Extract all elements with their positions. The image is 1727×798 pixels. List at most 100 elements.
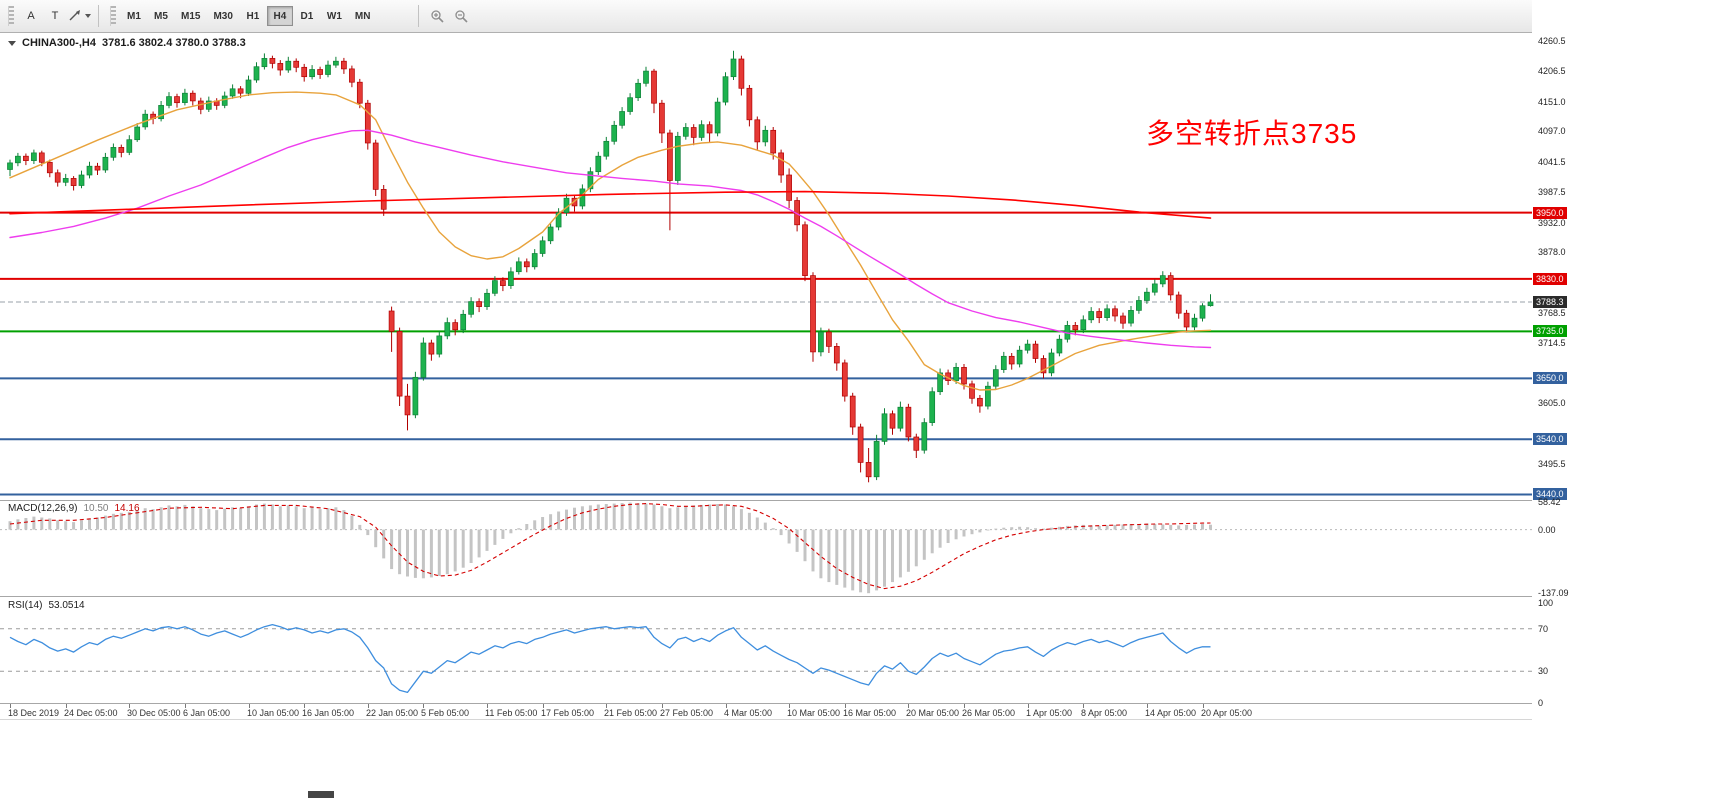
time-axis-label: 24 Dec 05:00 [64,708,118,718]
time-axis-tick [845,704,846,708]
candlestick-chart[interactable] [0,33,1532,500]
time-axis-tick [662,704,663,708]
text-tool-button[interactable]: T [43,5,67,27]
timeframe-button-h1[interactable]: H1 [240,6,266,26]
time-axis-label: 30 Dec 05:00 [127,708,181,718]
time-axis-label: 26 Mar 05:00 [962,708,1016,718]
timeframe-button-d1[interactable]: D1 [294,6,320,26]
hline-price-tag: 3950.0 [1533,206,1567,219]
time-axis-tick [1147,704,1148,708]
time-axis-label: 20 Mar 05:00 [906,708,960,718]
price-axis-label: 3605.0 [1538,398,1566,409]
time-axis-label: 17 Feb 05:00 [541,708,595,718]
price-axis-label: 4260.5 [1538,36,1566,46]
timeframe-group: M1 M5 M15 M30 H1 H4 D1 W1 MN [121,6,376,26]
macd-main-value: 10.50 [83,503,109,514]
toolbar-grip[interactable] [8,6,14,26]
time-axis-tick [964,704,965,708]
timeframe-button-w1[interactable]: W1 [321,6,348,26]
rsi-label: RSI(14) 53.0514 [8,600,85,611]
chevron-down-icon [85,14,91,18]
time-axis-tick [1203,704,1204,708]
zoom-out-button[interactable] [449,5,473,27]
time-axis-label: 10 Jan 05:00 [247,708,300,718]
chart-symbol-label: CHINA300-,H4 [22,37,96,49]
time-axis-label: 5 Feb 05:00 [421,708,470,718]
timeframe-button-m15[interactable]: M15 [175,6,206,26]
hline-price-tag: 3650.0 [1533,372,1567,385]
rsi-axis-label: 30 [1538,666,1549,677]
time-axis-label: 10 Mar 05:00 [787,708,841,718]
timeframe-button-m30[interactable]: M30 [207,6,238,26]
time-axis-tick [129,704,130,708]
price-axis-label: 4041.5 [1538,157,1566,168]
timeframe-button-h4[interactable]: H4 [266,6,293,26]
draw-tool-button[interactable] [67,5,92,27]
time-axis-label: 4 Mar 05:00 [724,708,773,718]
price-axis[interactable]: 4260.5 4206.5 4151.0 4097.0 4041.5 3987.5 3932… [1532,0,1727,798]
time-axis-tick [606,704,607,708]
hline-price-tag: 3735.0 [1533,325,1567,338]
time-axis-label: 18 Dec 2019 [8,708,60,718]
arrow-tool-button[interactable]: A [19,5,43,27]
price-axis-label: 4151.0 [1538,96,1566,107]
time-axis-label: 20 Apr 05:00 [1201,708,1253,718]
time-axis-tick [10,704,11,708]
zoom-out-icon [454,9,469,23]
time-axis-tick [1028,704,1029,708]
timeframe-button-m1[interactable]: M1 [121,6,147,26]
time-axis-tick [789,704,790,708]
time-axis-label: 21 Feb 05:00 [604,708,658,718]
taskbar-peek-strip [308,791,334,798]
time-axis-label: 8 Apr 05:00 [1081,708,1128,718]
rsi-axis-label: 70 [1538,623,1549,634]
hline-price-tag: 3540.0 [1533,433,1567,446]
rsi-name: RSI(14) [8,600,43,611]
time-axis-tick [368,704,369,708]
timeframe-button-m5[interactable]: M5 [148,6,174,26]
chart-ohlc-values: 3781.6 3802.4 3780.0 3788.3 [101,37,246,49]
time-axis[interactable]: 18 Dec 2019 24 Dec 05:00 30 Dec 05:00 6 Jan… [0,704,1532,719]
macd-panel-separator[interactable] [0,500,1727,501]
macd-name: MACD(12,26,9) [8,503,78,514]
rsi-indicator-panel[interactable] [0,597,1532,703]
price-axis-label: 4097.0 [1538,126,1566,137]
symbol-dropdown-icon[interactable] [8,40,16,46]
time-axis-tick [304,704,305,708]
time-axis-tick [908,704,909,708]
time-axis-label: 6 Jan 05:00 [183,708,231,718]
time-axis-label: 11 Feb 05:00 [485,708,538,718]
time-axis-tick [66,704,67,708]
rsi-axis-label: 100 [1538,598,1554,608]
zoom-in-icon [430,9,445,23]
rsi-value: 53.0514 [48,600,85,611]
toolbar-separator [98,5,99,27]
current-price-tag: 3788.3 [1533,295,1567,308]
macd-axis-label: -137.09 [1538,588,1569,599]
price-axis-label: 3495.5 [1538,458,1566,469]
price-axis-label: 3878.0 [1538,247,1566,258]
toolbar-separator [418,5,420,27]
rsi-panel-separator[interactable] [0,596,1727,597]
macd-axis-label: 0.00 [1538,524,1556,535]
trendline-icon [68,9,82,23]
macd-signal-value: 14.16 [114,503,140,514]
time-axis-tick [487,704,488,708]
zoom-in-button[interactable] [425,5,449,27]
time-axis-tick [185,704,186,708]
window-bottom-edge [0,719,1727,720]
price-axis-label: 4206.5 [1538,65,1566,76]
price-axis-label: 3987.5 [1538,186,1566,197]
timeframe-button-mn[interactable]: MN [349,6,377,26]
macd-indicator-panel[interactable] [0,501,1532,596]
time-axis-tick [726,704,727,708]
time-axis-label: 22 Jan 05:00 [366,708,419,718]
chart-title: CHINA300-,H4 3781.6 3802.4 3780.0 3788.3 [8,37,246,49]
timeframe-toolbar-grip[interactable] [110,6,116,26]
time-axis-label: 14 Apr 05:00 [1145,708,1197,718]
price-axis-label: 3768.5 [1538,307,1566,318]
time-axis-tick [543,704,544,708]
chart-text-annotation: 多空转折点3735 [1146,118,1358,149]
time-axis-label: 1 Apr 05:00 [1026,708,1073,718]
